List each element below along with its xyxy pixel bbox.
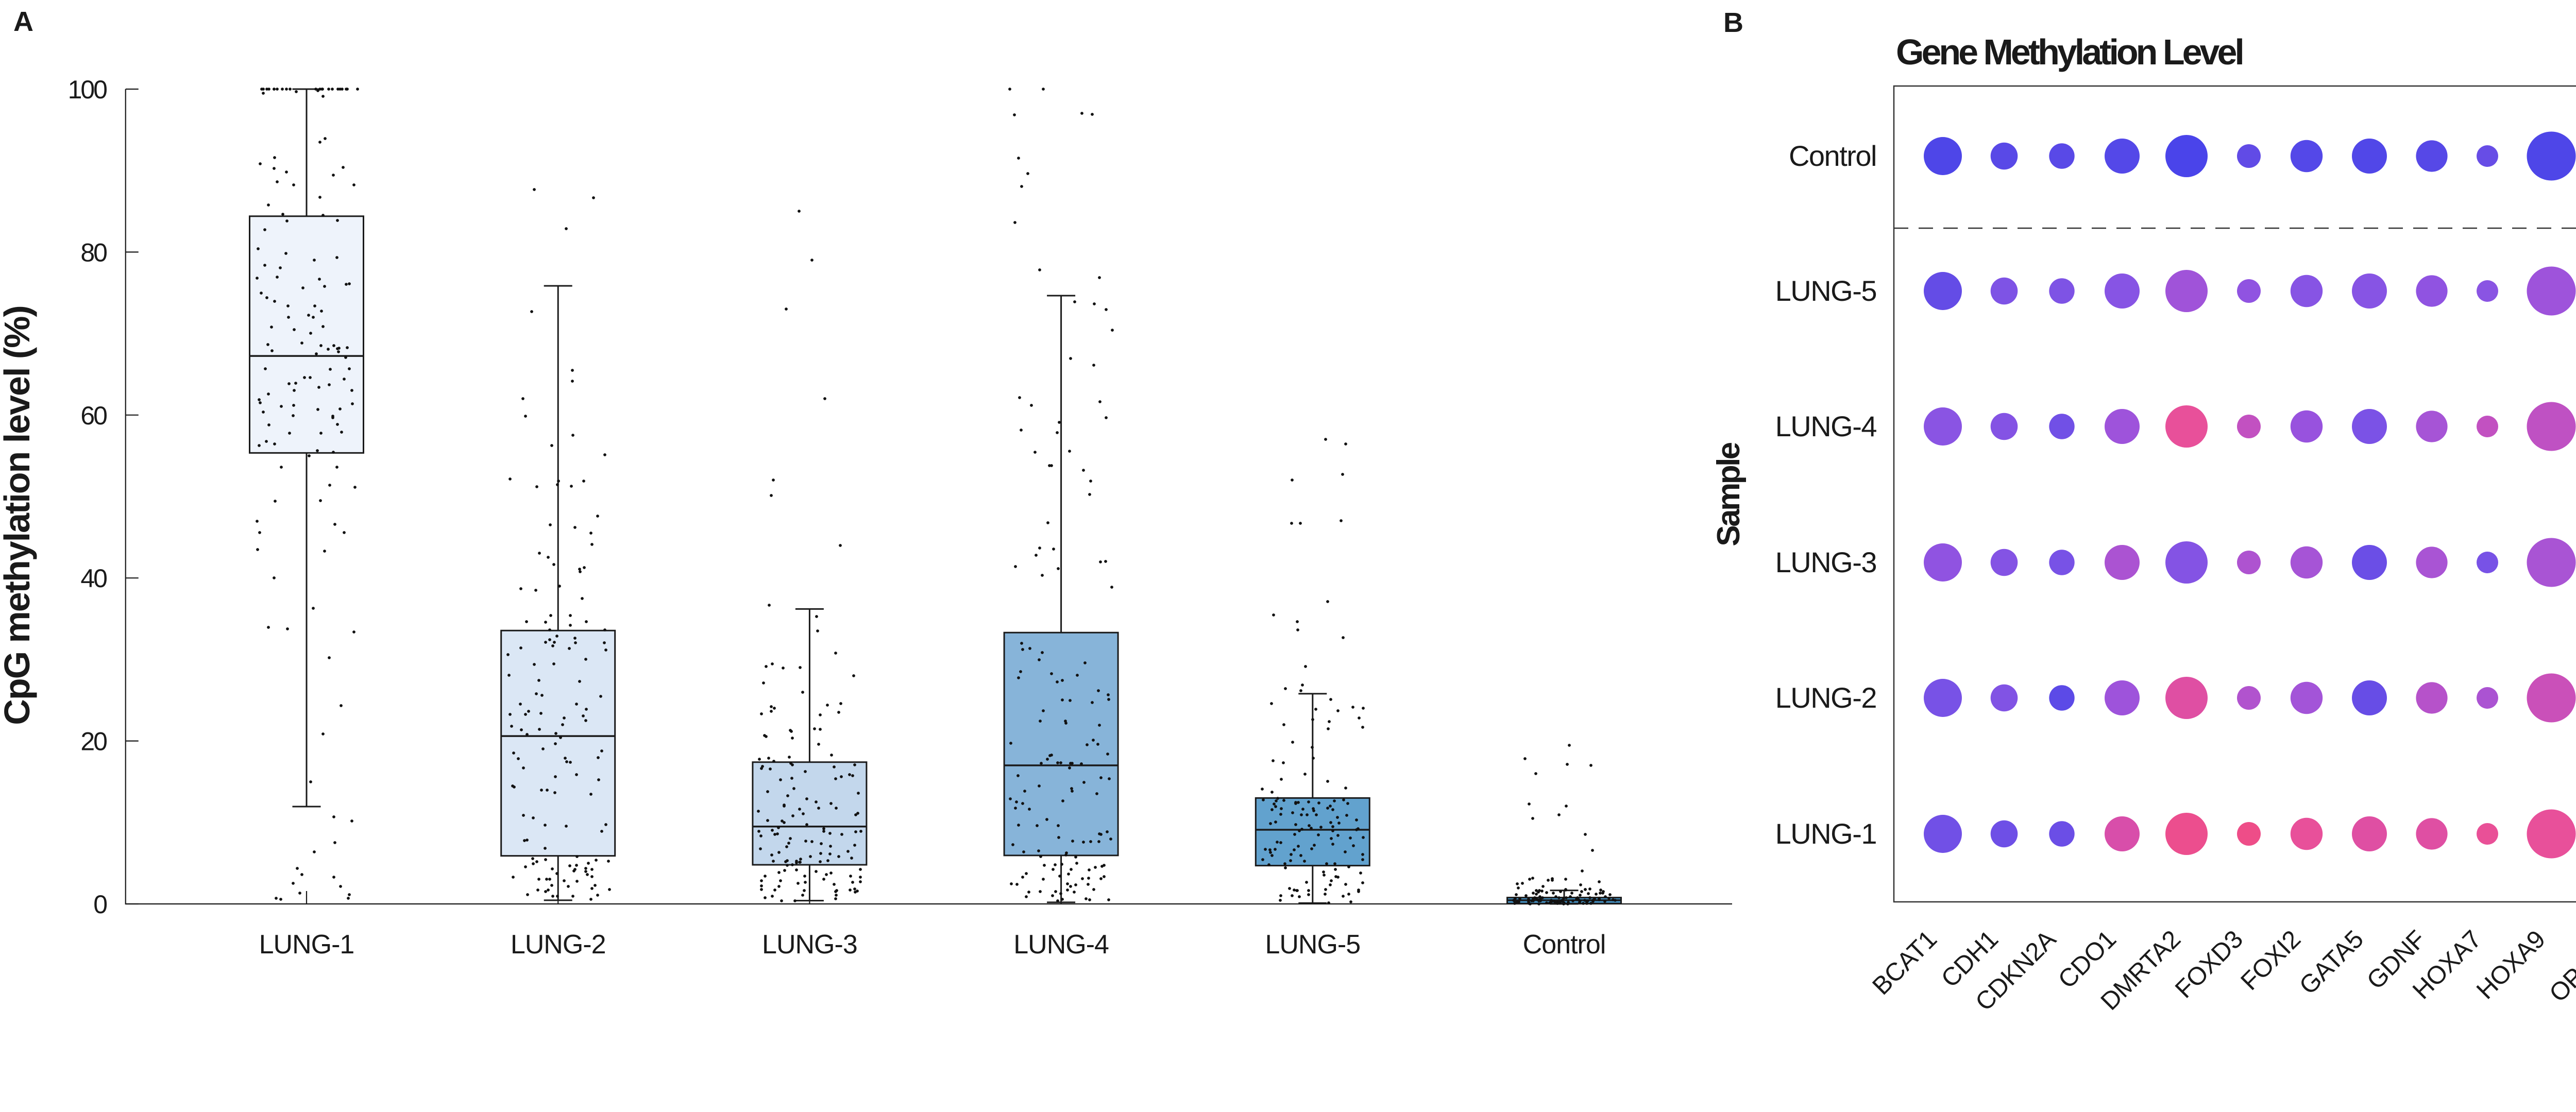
svg-text:LUNG-4: LUNG-4: [1013, 930, 1109, 960]
svg-text:LUNG-2: LUNG-2: [1775, 681, 1876, 714]
svg-text:CpG methylation level (%): CpG methylation level (%): [0, 306, 37, 725]
svg-text:LUNG-1: LUNG-1: [259, 930, 354, 960]
svg-text:A: A: [13, 6, 33, 37]
svg-text:Control: Control: [1523, 930, 1606, 960]
svg-text:Control: Control: [1789, 140, 1876, 172]
svg-text:20: 20: [80, 727, 107, 756]
svg-text:LUNG-3: LUNG-3: [762, 930, 857, 960]
svg-text:40: 40: [80, 564, 107, 593]
svg-text:LUNG-4: LUNG-4: [1775, 410, 1877, 442]
svg-text:100: 100: [68, 75, 107, 104]
svg-text:60: 60: [80, 401, 107, 430]
svg-text:LUNG-5: LUNG-5: [1775, 275, 1876, 307]
svg-text:LUNG-1: LUNG-1: [1775, 817, 1876, 850]
svg-text:0: 0: [93, 890, 107, 919]
svg-text:LUNG-3: LUNG-3: [1775, 546, 1876, 578]
svg-text:80: 80: [80, 238, 107, 267]
svg-text:LUNG-5: LUNG-5: [1265, 930, 1360, 960]
svg-text:LUNG-2: LUNG-2: [511, 930, 606, 960]
svg-text:Gene Methylation Level: Gene Methylation Level: [1896, 32, 2242, 72]
svg-text:Sample: Sample: [1711, 442, 1747, 546]
svg-text:B: B: [1723, 7, 1743, 38]
